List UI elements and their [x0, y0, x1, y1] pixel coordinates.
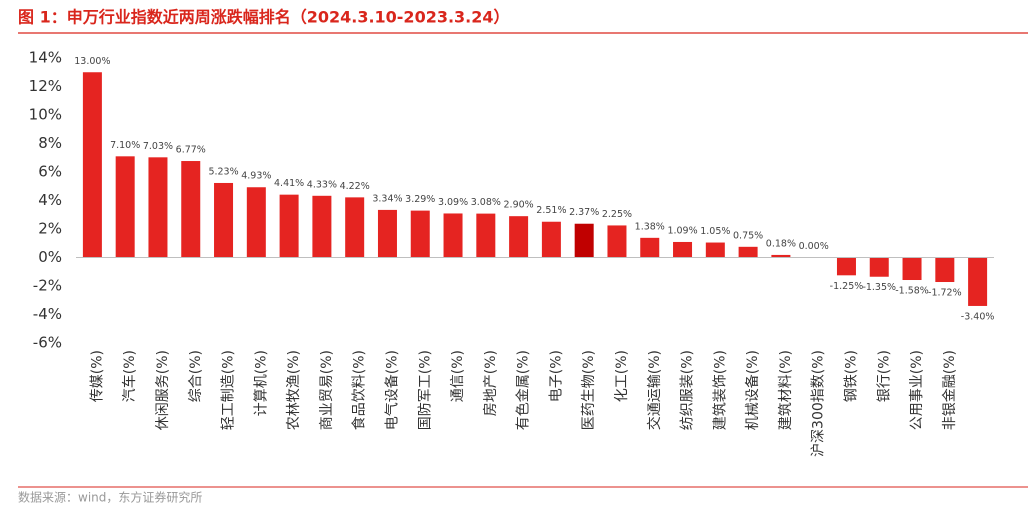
bar: [738, 246, 758, 258]
value-label: 4.22%: [340, 181, 370, 192]
value-label: 3.09%: [438, 197, 468, 208]
bar: [214, 182, 234, 258]
x-tick-label: 商业贸易(%): [319, 350, 335, 430]
x-tick-label: 房地产(%): [483, 350, 499, 416]
value-label: 7.03%: [143, 141, 173, 152]
value-label: 6.77%: [176, 145, 206, 156]
x-tick-label: 交通运输(%): [646, 350, 663, 430]
value-label: 4.33%: [307, 179, 337, 190]
y-tick-label: 10%: [29, 106, 62, 124]
y-tick-label: 14%: [29, 49, 62, 67]
y-tick-label: -6%: [33, 334, 62, 352]
bar: [443, 213, 463, 258]
bar: [869, 257, 889, 277]
x-tick-label: 沪深300指数(%): [811, 350, 827, 457]
value-label: 13.00%: [74, 56, 110, 67]
x-tick-label: 机械设备(%): [744, 350, 761, 430]
x-tick-label: 国防军工(%): [417, 350, 433, 430]
x-tick-label: 通信(%): [450, 350, 466, 402]
value-label: 2.51%: [536, 205, 566, 216]
x-tick-label: 银行(%): [876, 350, 892, 402]
bar: [115, 156, 135, 258]
value-label: 2.25%: [602, 209, 632, 220]
y-tick-label: 0%: [38, 248, 62, 266]
y-tick-label: 2%: [38, 220, 62, 238]
value-label: 3.29%: [405, 194, 435, 205]
bar: [246, 187, 266, 258]
value-label: 0.18%: [766, 238, 796, 249]
bar: [181, 161, 201, 258]
bar: [640, 237, 660, 258]
x-tick-label: 非银金融(%): [942, 350, 958, 430]
bar: [771, 254, 791, 258]
x-tick-label: 化工(%): [614, 350, 630, 402]
value-label: 2.90%: [504, 200, 534, 211]
bar: [541, 221, 561, 258]
x-tick-label: 纺织服装(%): [680, 350, 696, 430]
bar: [476, 213, 496, 258]
x-tick-label: 传媒(%): [89, 350, 105, 402]
value-label: -1.25%: [830, 281, 864, 292]
x-tick-label: 电子(%): [548, 350, 564, 402]
value-label: 5.23%: [208, 166, 238, 177]
value-label: 2.37%: [569, 207, 599, 218]
x-tick-label: 电气设备(%): [383, 350, 400, 430]
value-label: -1.58%: [895, 286, 929, 297]
bar: [574, 223, 594, 258]
y-tick-label: 8%: [38, 134, 62, 152]
value-label: 4.41%: [274, 178, 304, 189]
bar: [509, 216, 529, 258]
bar: [410, 210, 430, 258]
y-tick-label: 12%: [29, 77, 62, 95]
x-tick-label: 建筑装饰(%): [712, 350, 728, 430]
x-tick-label: 食品饮料(%): [351, 350, 368, 430]
bar: [312, 195, 332, 258]
x-tick-label: 农林牧渔(%): [286, 350, 302, 430]
bar: [607, 225, 627, 258]
bar: [836, 257, 856, 276]
x-tick-label: 建筑材料(%): [778, 350, 794, 430]
x-tick-label: 综合(%): [188, 350, 204, 402]
bar: [968, 257, 988, 306]
value-label: 3.34%: [372, 193, 402, 204]
x-tick-label: 休闲服务(%): [155, 350, 171, 430]
value-label: 1.05%: [700, 226, 730, 237]
value-label: 1.38%: [635, 221, 665, 232]
bar: [345, 197, 365, 258]
value-label: 7.10%: [110, 140, 140, 151]
value-label: -1.72%: [928, 288, 962, 299]
bar: [673, 241, 693, 258]
value-label: -1.35%: [862, 282, 896, 293]
bar: [705, 242, 725, 258]
y-tick-label: 4%: [38, 191, 62, 209]
value-label: 0.75%: [733, 230, 763, 241]
value-label: 3.08%: [471, 197, 501, 208]
bar: [377, 209, 397, 258]
x-tick-label: 医药生物(%): [581, 350, 597, 430]
bar: [279, 194, 299, 258]
x-tick-label: 有色金属(%): [515, 350, 532, 430]
y-tick-label: 6%: [38, 163, 62, 181]
y-tick-label: -4%: [33, 305, 62, 323]
value-label: 1.09%: [667, 225, 697, 236]
x-tick-label: 汽车(%): [121, 350, 138, 402]
y-tick-label: -2%: [33, 277, 62, 295]
x-tick-label: 轻工制造(%): [221, 350, 237, 430]
bar: [148, 157, 168, 258]
chart-title: 图 1：申万行业指数近两周涨跌幅排名（2024.3.10-2023.3.24）: [18, 8, 510, 27]
bar: [902, 257, 922, 281]
value-label: 4.93%: [241, 171, 271, 182]
value-label: 0.00%: [799, 241, 829, 252]
source: 数据来源：wind，东方证券研究所: [18, 490, 202, 505]
x-tick-label: 计算机(%): [253, 350, 269, 416]
x-tick-label: 钢铁(%): [843, 350, 859, 402]
bar: [82, 72, 102, 258]
bar: [935, 257, 955, 283]
value-label: -3.40%: [961, 311, 995, 322]
x-tick-label: 公用事业(%): [909, 350, 925, 430]
